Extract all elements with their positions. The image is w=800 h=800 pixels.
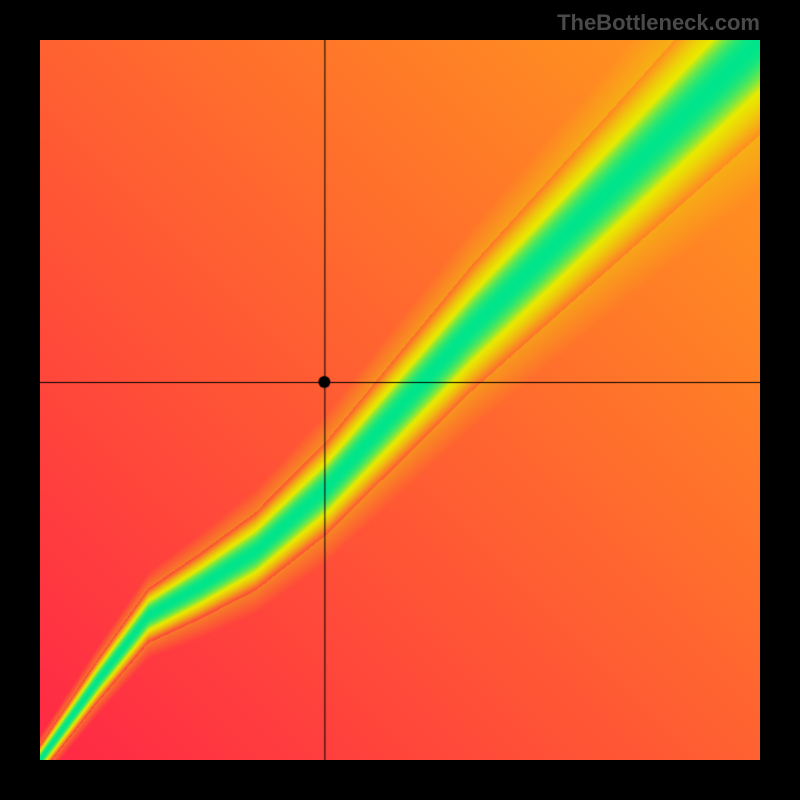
heatmap-canvas xyxy=(40,40,760,760)
heatmap-plot xyxy=(40,40,760,760)
watermark-text: TheBottleneck.com xyxy=(557,10,760,36)
